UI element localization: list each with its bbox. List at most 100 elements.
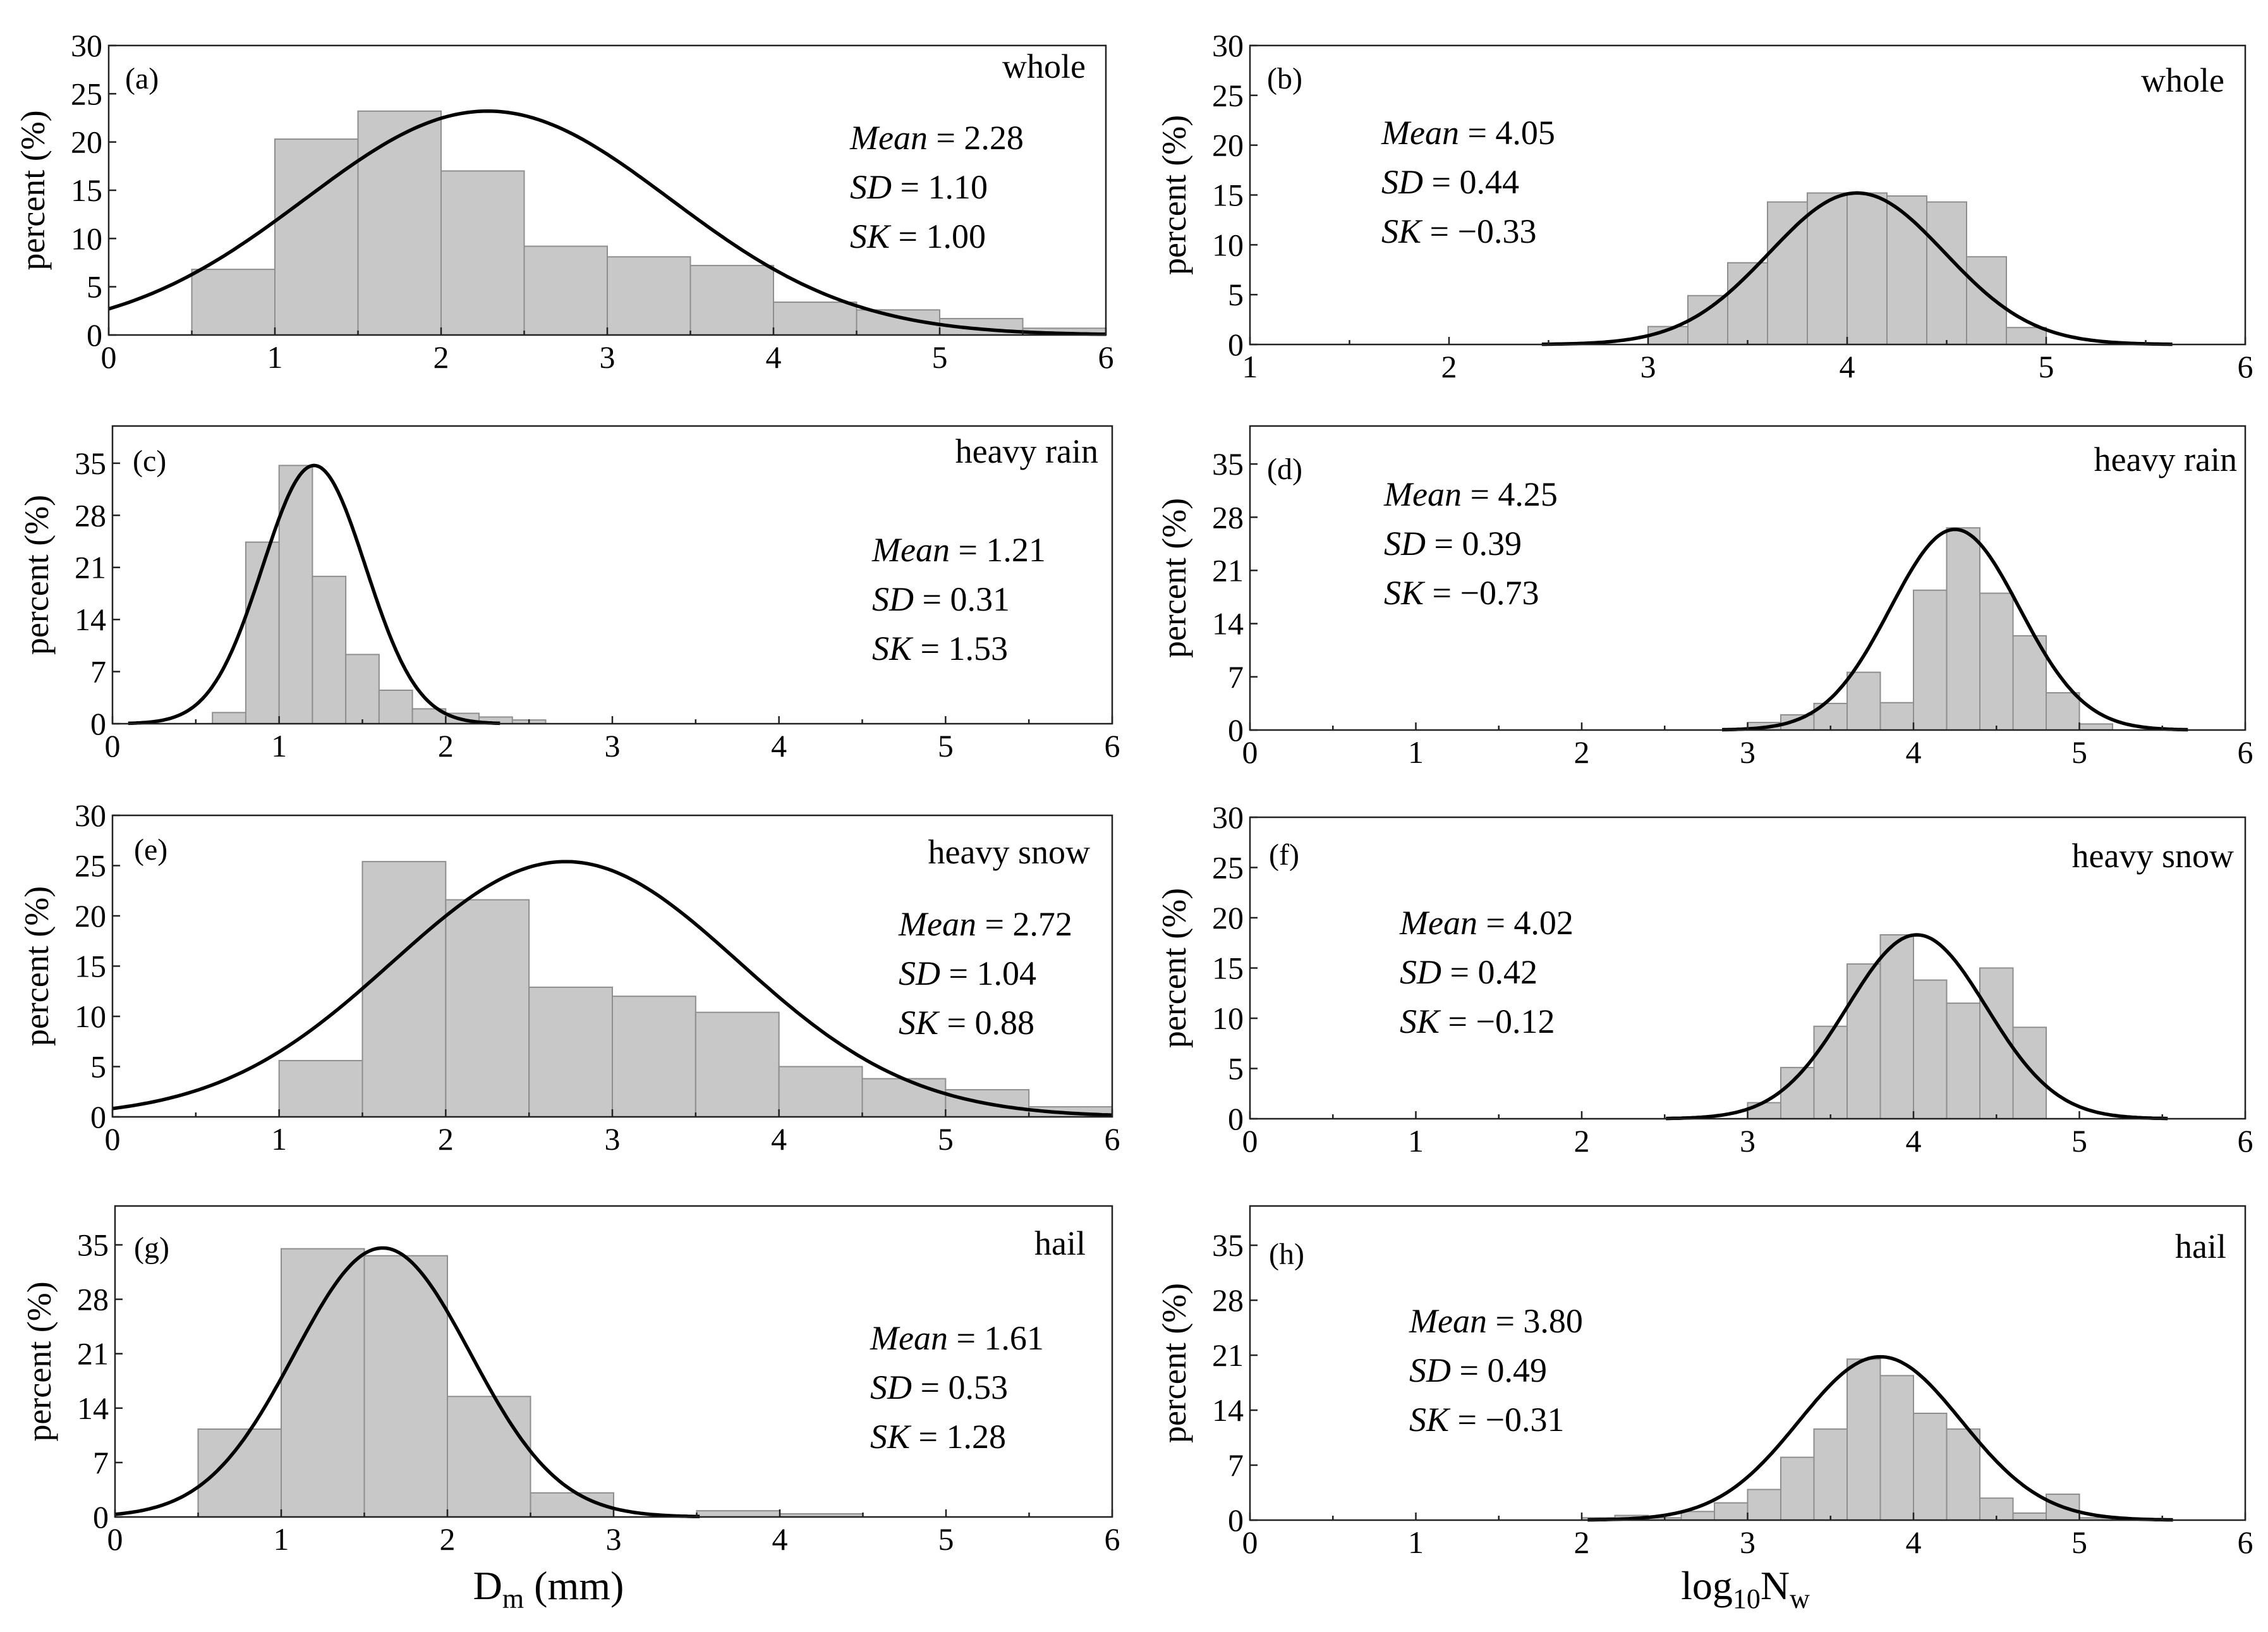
histogram-bar-e-6 [778, 1066, 863, 1117]
x-tick-label: 4 [772, 1521, 788, 1557]
y-tick-label: 5 [1228, 1051, 1244, 1087]
x-tick-label: 0 [101, 339, 117, 375]
stat-name: SD [1381, 163, 1423, 201]
histogram-bar-a-2 [357, 110, 442, 336]
stat-name: Mean [870, 1319, 948, 1357]
x-tick-label: 5 [932, 339, 948, 375]
y-tick-label: 0 [90, 706, 106, 741]
x-tick-label: 6 [2238, 1123, 2253, 1159]
histogram-bar-e-4 [612, 996, 696, 1117]
normal-fit-curve-f [1666, 933, 2168, 1121]
y-tick-label: 0 [1228, 1101, 1244, 1136]
stat-sd-text: SD = 0.53 [870, 1368, 1008, 1406]
panel-label: (h) [1269, 1238, 1304, 1271]
histogram-bar-d-9 [2046, 692, 2080, 731]
x-tick-label: 6 [2238, 734, 2253, 770]
normal-fit-curve-d [1722, 527, 2188, 732]
stat-name: SK [1400, 1002, 1441, 1040]
stat-value: = 0.49 [1451, 1351, 1547, 1389]
histogram-bar-b-6 [1886, 195, 1927, 345]
y-tick-label: 15 [71, 173, 102, 208]
normal-fit-curve-g [114, 1246, 700, 1519]
y-axis-title: percent (%) [1155, 888, 1193, 1048]
y-tick-label: 21 [75, 550, 106, 585]
stat-mean-text: Mean = 4.05 [1381, 114, 1555, 152]
stat-value: = −0.12 [1440, 1002, 1555, 1040]
stat-name: Mean [898, 905, 976, 943]
category-label: heavy rain [2094, 441, 2237, 478]
stat-name: SD [1384, 525, 1426, 563]
x-tick-label: 1 [267, 339, 283, 375]
stat-mean-text: Mean = 4.02 [1399, 904, 1574, 942]
x-tick-label: 1 [1242, 349, 1258, 384]
stat-mean-text: Mean = 1.61 [870, 1319, 1044, 1357]
y-axis-title: percent (%) [1155, 1283, 1193, 1443]
x-tick-label: 6 [1098, 339, 1114, 375]
x-axis-title-left: Dm (mm) [473, 1563, 624, 1614]
histogram-bar-a-7 [773, 301, 858, 336]
y-tick-label: 35 [77, 1227, 109, 1263]
stat-value: = 1.10 [892, 168, 988, 206]
y-tick-label: 7 [1228, 1447, 1244, 1483]
stat-value: = −0.31 [1449, 1401, 1564, 1439]
y-axis-title: percent (%) [18, 886, 56, 1046]
histogram-bar-f-2 [1813, 1025, 1848, 1119]
x-tick-label: 3 [600, 339, 616, 375]
y-tick-label: 21 [77, 1336, 109, 1372]
stat-sk-text: SK = 1.00 [850, 217, 986, 255]
x-tick-label: 3 [605, 728, 621, 764]
histogram-bar-a-3 [440, 170, 525, 336]
stat-sk-text: SK = −0.33 [1381, 212, 1536, 250]
histogram-bar-e-7 [861, 1078, 947, 1117]
histogram-bar-h-11 [1946, 1428, 1980, 1521]
x-tick-label: 5 [2039, 349, 2054, 384]
histogram-bar-b-4 [1807, 192, 1848, 346]
stat-value: = −0.33 [1421, 212, 1536, 250]
stat-sk-text: SK = 1.28 [870, 1418, 1006, 1456]
panel-label: (f) [1269, 838, 1299, 872]
stat-sk-text: SK = −0.31 [1409, 1401, 1564, 1439]
y-tick-label: 7 [1228, 659, 1244, 695]
histogram-bar-d-7 [1979, 592, 2014, 731]
y-tick-label: 30 [1212, 800, 1244, 835]
x-tick-label: 2 [1441, 349, 1457, 384]
histogram-bar-b-7 [1926, 201, 1967, 345]
stat-name: SD [850, 168, 892, 206]
histogram-bar-b-1 [1687, 295, 1728, 346]
x-tick-label: 2 [438, 1121, 454, 1157]
stat-value: = 2.28 [928, 119, 1024, 157]
stat-sk-text: SK = −0.12 [1400, 1002, 1555, 1040]
y-axis-title: percent (%) [1155, 115, 1193, 275]
stat-sd-text: SD = 0.44 [1381, 163, 1519, 201]
x-tick-label: 4 [1906, 734, 1922, 770]
stat-sk-text: SK = 0.88 [899, 1004, 1034, 1042]
x-tick-label: 6 [2238, 1525, 2253, 1560]
x-tick-label: 3 [1740, 734, 1756, 770]
category-label: hail [1034, 1224, 1086, 1262]
y-tick-label: 14 [75, 602, 106, 637]
stat-name: Mean [1383, 475, 1462, 513]
histogram-bar-a-0 [191, 269, 276, 336]
histogram-bar-f-0 [1747, 1102, 1781, 1120]
y-tick-label: 20 [1212, 900, 1244, 935]
panel-h: 0 1 2 3 4 5 6 0 7 14 21 28 35 percent (%) (h) hail Mean … [1155, 1205, 2253, 1560]
y-tick-label: 0 [1228, 1502, 1244, 1538]
x-tick-label: 1 [271, 1121, 287, 1157]
x-tick-label: 3 [1640, 349, 1656, 384]
category-label: heavy snow [928, 833, 1090, 871]
y-tick-label: 5 [90, 1049, 106, 1085]
stat-name: Mean [849, 119, 928, 157]
histogram-bar-h-3 [1680, 1511, 1715, 1521]
histogram-bar-f-4 [1879, 934, 1914, 1120]
histogram-bar-f-3 [1847, 963, 1881, 1120]
x-tick-label: 2 [1574, 734, 1590, 770]
histogram-bar-c-5 [378, 690, 413, 724]
x-tick-label: 4 [1906, 1525, 1922, 1560]
stat-name: Mean [871, 531, 950, 569]
x-tick-label: 0 [105, 1121, 121, 1157]
category-label: whole [1002, 47, 1086, 85]
y-tick-label: 14 [1212, 606, 1244, 642]
stat-value: = 0.31 [914, 580, 1010, 618]
y-tick-label: 35 [1212, 1227, 1244, 1263]
histogram-bar-h-7 [1813, 1428, 1848, 1521]
